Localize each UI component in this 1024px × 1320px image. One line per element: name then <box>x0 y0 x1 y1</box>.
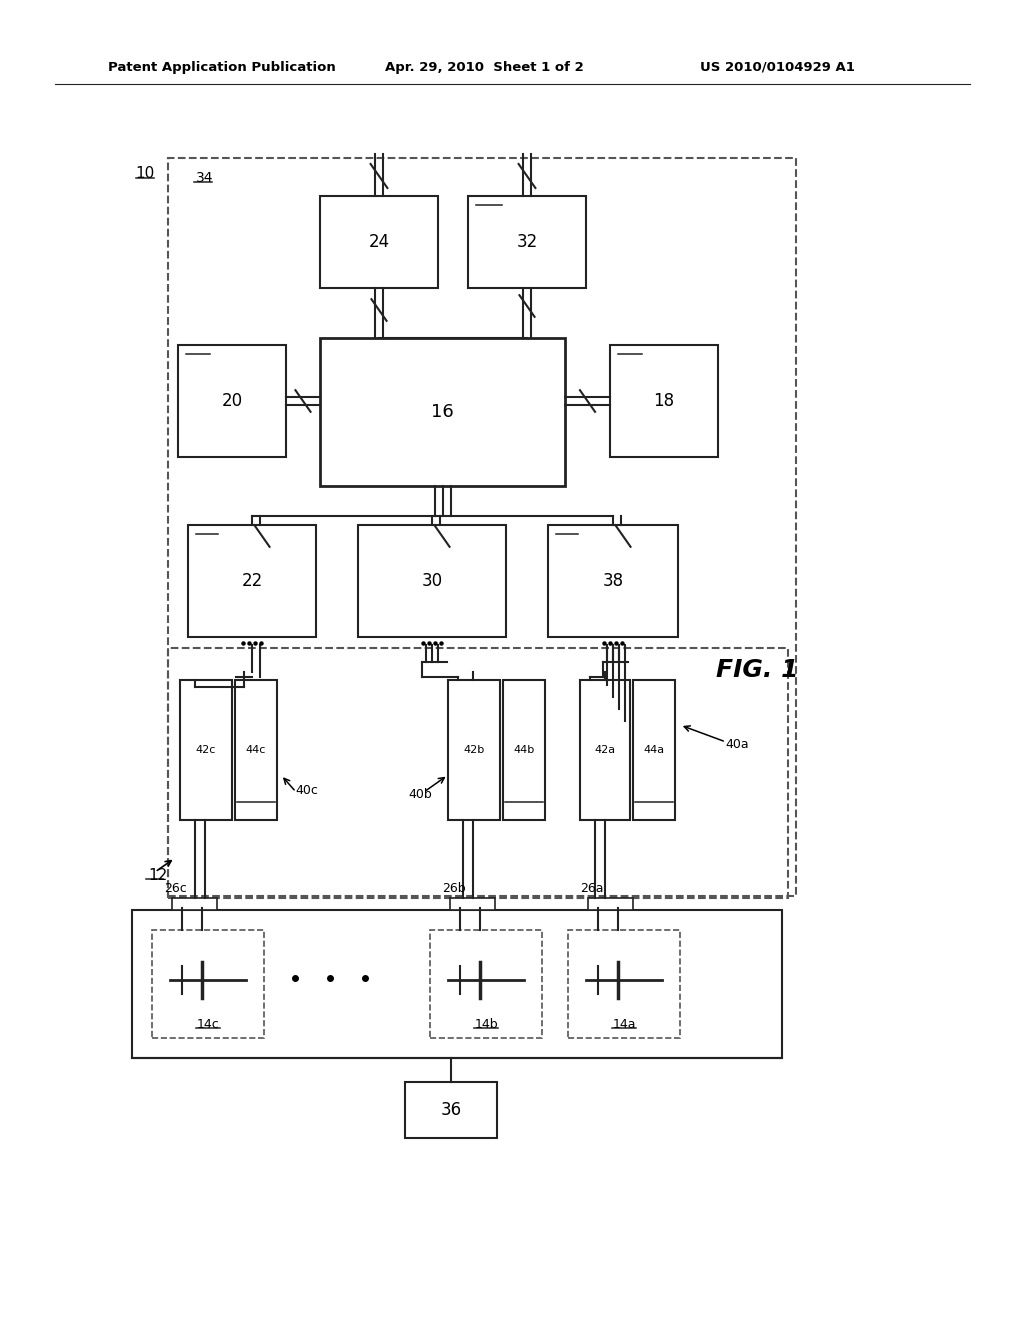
Text: 42a: 42a <box>595 744 615 755</box>
Text: 40b: 40b <box>408 788 432 801</box>
Text: 34: 34 <box>196 172 213 185</box>
Bar <box>503 680 545 820</box>
Text: 14a: 14a <box>612 1018 636 1031</box>
Text: Patent Application Publication: Patent Application Publication <box>108 61 336 74</box>
Text: 42c: 42c <box>196 744 216 755</box>
Bar <box>450 898 495 909</box>
Text: 26a: 26a <box>580 882 603 895</box>
Text: US 2010/0104929 A1: US 2010/0104929 A1 <box>700 61 855 74</box>
Bar <box>132 909 782 1059</box>
Bar <box>319 195 438 288</box>
Bar <box>580 680 630 820</box>
Text: 14b: 14b <box>474 1018 498 1031</box>
Text: 40c: 40c <box>295 784 317 796</box>
Bar <box>178 345 286 457</box>
Text: 40a: 40a <box>725 738 749 751</box>
Text: 44b: 44b <box>513 744 535 755</box>
Text: 12: 12 <box>148 867 167 883</box>
Bar <box>172 898 217 909</box>
Text: 24: 24 <box>369 234 389 251</box>
Bar <box>548 525 678 638</box>
Bar <box>568 931 680 1038</box>
Text: 38: 38 <box>602 572 624 590</box>
Bar <box>168 158 796 896</box>
Bar <box>430 931 542 1038</box>
Bar <box>449 680 500 820</box>
Text: 20: 20 <box>221 392 243 411</box>
Bar <box>633 680 675 820</box>
Text: 14c: 14c <box>197 1018 219 1031</box>
Text: Apr. 29, 2010  Sheet 1 of 2: Apr. 29, 2010 Sheet 1 of 2 <box>385 61 584 74</box>
Text: 16: 16 <box>431 403 454 421</box>
Bar <box>406 1082 497 1138</box>
Bar <box>188 525 316 638</box>
Text: 36: 36 <box>440 1101 462 1119</box>
Bar <box>234 680 278 820</box>
Bar <box>358 525 506 638</box>
Bar <box>319 338 565 486</box>
Bar <box>180 680 232 820</box>
Text: 26c: 26c <box>164 882 186 895</box>
Text: FIG. 1: FIG. 1 <box>716 657 799 682</box>
Text: 30: 30 <box>422 572 442 590</box>
Text: 26b: 26b <box>442 882 466 895</box>
Text: 10: 10 <box>135 166 155 181</box>
Text: 32: 32 <box>516 234 538 251</box>
Bar <box>468 195 586 288</box>
Text: 42b: 42b <box>464 744 484 755</box>
Bar <box>168 648 788 898</box>
Text: 22: 22 <box>242 572 262 590</box>
Bar <box>610 345 718 457</box>
Text: 44a: 44a <box>643 744 665 755</box>
Bar <box>588 898 633 909</box>
Text: 44c: 44c <box>246 744 266 755</box>
Bar <box>152 931 264 1038</box>
Text: 18: 18 <box>653 392 675 411</box>
